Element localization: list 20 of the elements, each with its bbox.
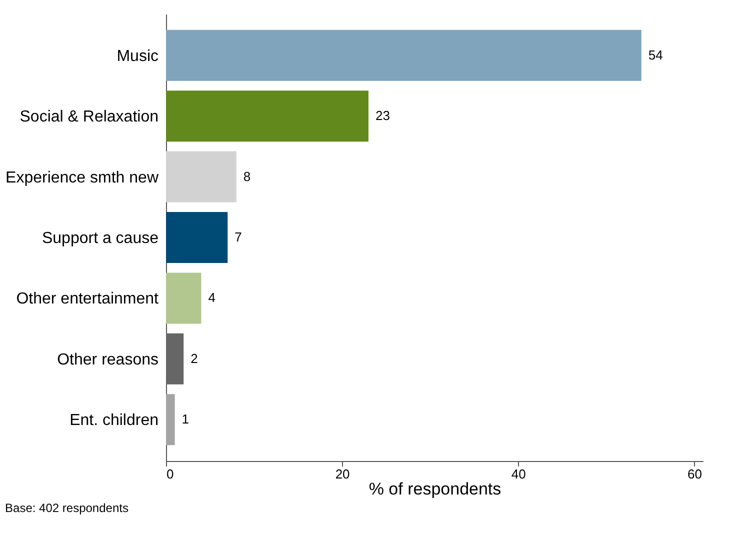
data-label: 4 bbox=[208, 290, 216, 306]
x-tick-label: 40 bbox=[511, 466, 526, 482]
y-tick-label: Ent. children bbox=[70, 412, 158, 430]
data-label: 54 bbox=[648, 47, 663, 62]
y-tick-label: Experience smth new bbox=[6, 169, 159, 186]
data-label: 1 bbox=[182, 412, 190, 427]
data-label: 2 bbox=[190, 350, 198, 366]
y-tick-label: Other entertainment bbox=[16, 290, 160, 308]
y-tick-label: Other reasons bbox=[57, 351, 158, 368]
x-axis-title: % of respondents bbox=[368, 480, 502, 498]
data-label: 23 bbox=[375, 108, 390, 124]
x-tick-label: 0 bbox=[166, 466, 174, 482]
y-tick-label: Music bbox=[116, 48, 158, 65]
x-tick-label: 20 bbox=[335, 466, 350, 482]
data-label: 7 bbox=[234, 230, 242, 244]
text: Base: 402 respondents bbox=[5, 501, 128, 515]
x-tick-label: 60 bbox=[687, 466, 702, 482]
y-tick-label: Social & Relaxation bbox=[20, 108, 158, 126]
data-label: 8 bbox=[243, 168, 251, 184]
y-tick-label: Support a cause bbox=[42, 230, 159, 247]
